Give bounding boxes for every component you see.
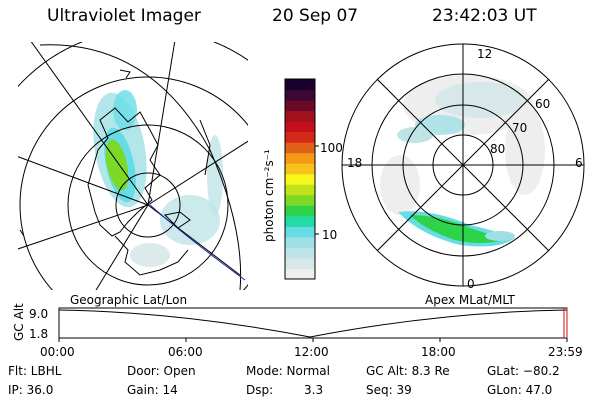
status-ip: IP: 36.0	[8, 383, 54, 397]
status-seq: Seq: 39	[366, 383, 412, 397]
apex-aurora-emission	[380, 75, 545, 247]
mlt-label-6: 6	[575, 156, 583, 170]
colorbar-swatch	[285, 110, 315, 122]
geographic-grid	[18, 42, 248, 290]
colorbar-swatch	[285, 163, 315, 175]
timeline-ylabel: GC Alt	[12, 303, 26, 341]
colorbar-swatch	[285, 79, 315, 91]
colorbar-swatch	[285, 100, 315, 112]
colorbar-tick-100: 100	[320, 141, 343, 155]
date-label: 20 Sep 07	[272, 6, 359, 26]
colorbar-swatch	[285, 89, 315, 101]
timeline-ytick-min: 1.8	[29, 327, 49, 341]
status-dsp-label: Dsp:	[246, 383, 274, 397]
colorbar-border	[284, 78, 316, 280]
mlt-label-12: 12	[477, 47, 493, 61]
colorbar-swatch	[285, 131, 315, 143]
status-glon: GLon: 47.0	[487, 383, 553, 397]
geographic-label: Geographic Lat/Lon	[70, 293, 188, 307]
timeline-xtick-0000: 00:00	[40, 345, 75, 359]
colorbar-swatch	[285, 247, 315, 259]
colorbar-swatch	[285, 184, 315, 196]
timeline-ytick-max: 9.0	[29, 307, 49, 321]
timeline-xtick-0600: 06:00	[168, 345, 203, 359]
apex-label: Apex MLat/MLT	[425, 293, 515, 307]
colorbar-swatch	[285, 205, 315, 217]
colorbar-tick-10: 10	[322, 228, 338, 242]
mlat-label-70: 70	[512, 121, 528, 135]
colorbar-swatch	[285, 173, 315, 185]
status-filter: Flt: LBHL	[8, 364, 62, 378]
instrument-title: Ultraviolet Imager	[47, 6, 201, 26]
colorbar-swatch	[285, 142, 315, 154]
colorbar	[284, 78, 319, 280]
status-door: Door: Open	[127, 364, 196, 378]
status-mode: Mode: Normal	[246, 364, 330, 378]
mlat-label-60: 60	[535, 97, 551, 111]
mlt-label-0: 0	[467, 277, 475, 291]
timeline-xtick-2359: 23:59	[548, 345, 583, 359]
status-gain: Gain: 14	[127, 383, 178, 397]
timeline-xtick-1200: 12:00	[294, 345, 329, 359]
mlt-label-18: 18	[347, 156, 363, 170]
colorbar-swatch	[285, 257, 315, 269]
colorbar-swatch	[285, 121, 315, 133]
colorbar-swatch	[285, 226, 315, 238]
status-gc-alt: GC Alt: 8.3 Re	[366, 364, 450, 378]
colorbar-swatch	[285, 194, 315, 206]
colorbar-swatch	[285, 152, 315, 164]
colorbar-swatch	[285, 268, 315, 280]
colorbar-swatch	[285, 215, 315, 227]
time-label: 23:42:03 UT	[432, 6, 537, 26]
apex-grid	[342, 44, 584, 286]
status-glat: GLat: −80.2	[487, 364, 560, 378]
timeline-xtick-1800: 18:00	[421, 345, 456, 359]
status-dsp-value: 3.3	[304, 383, 324, 397]
colorbar-swatch	[285, 236, 315, 248]
mlat-label-80: 80	[490, 142, 506, 156]
